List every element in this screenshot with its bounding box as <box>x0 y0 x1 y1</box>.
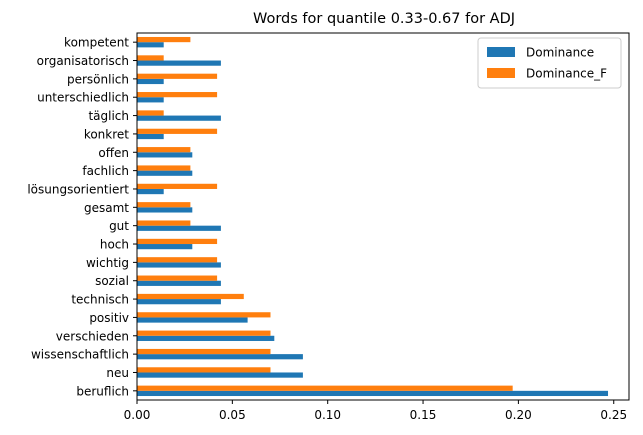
y-tick-label: unterschiedlich <box>37 91 129 105</box>
y-tick-label: konkret <box>84 127 129 141</box>
y-tick-label: persönlich <box>67 72 129 86</box>
y-tick-label: wissenschaftlich <box>31 348 129 362</box>
y-tick-label: offen <box>98 146 129 160</box>
bar-dominance-16 <box>137 97 164 103</box>
bar-dominance-1 <box>137 372 303 378</box>
bar-dominance_f-19 <box>137 36 191 43</box>
x-tick-label: 0.15 <box>410 408 437 422</box>
legend-swatch-dominance <box>487 47 515 57</box>
legend: Dominance Dominance_F <box>477 37 622 89</box>
bar-dominance_f-11 <box>137 183 218 189</box>
y-tick-label: lösungsorientiert <box>27 182 129 196</box>
bar-dominance_f-7 <box>137 257 218 263</box>
y-tick-label: kompetent <box>64 36 129 50</box>
bar-dominance_f-17 <box>137 73 218 79</box>
x-tick-label: 0.10 <box>314 408 341 422</box>
bar-dominance-18 <box>137 60 221 66</box>
x-tick-label: 0.00 <box>124 408 151 422</box>
bar-dominance_f-15 <box>137 110 164 116</box>
plot-frame <box>136 32 630 401</box>
bar-dominance_f-18 <box>137 55 164 61</box>
y-tick-label: positiv <box>89 311 129 325</box>
bar-dominance_f-13 <box>137 147 191 153</box>
bar-dominance_f-3 <box>137 330 271 336</box>
bar-dominance_f-12 <box>137 165 191 171</box>
y-tick-label: fachlich <box>82 164 129 178</box>
bar-dominance-12 <box>137 170 193 176</box>
bar-dominance_f-1 <box>137 367 271 373</box>
x-axis: 0.00 0.05 0.10 0.15 0.20 0.25 <box>124 400 627 422</box>
bar-dominance-10 <box>137 207 193 213</box>
bar-dominance_f-6 <box>137 275 218 281</box>
bar-dominance-0 <box>137 390 609 397</box>
bar-dominance_f-0 <box>137 385 513 391</box>
y-tick-label: sozial <box>95 274 129 288</box>
bar-dominance-8 <box>137 244 193 250</box>
bar-dominance-19 <box>137 42 164 48</box>
chart-title: Words for quantile 0.33-0.67 for ADJ <box>253 11 515 27</box>
bar-dominance-11 <box>137 188 164 195</box>
bar-dominance_f-8 <box>137 238 218 245</box>
bar-dominance_f-5 <box>137 293 244 300</box>
bar-dominance-17 <box>137 78 164 85</box>
bar-dominance-6 <box>137 280 221 286</box>
y-tick-label: wichtig <box>86 256 129 270</box>
legend-label-dominance_f: Dominance_F <box>526 67 607 81</box>
y-tick-label: verschieden <box>56 329 129 343</box>
y-tick-label: gut <box>109 219 129 233</box>
bars-layer <box>137 36 609 397</box>
y-tick-label: technisch <box>71 293 129 307</box>
bar-dominance_f-14 <box>137 128 218 134</box>
y-tick-label: täglich <box>88 109 129 123</box>
bar-dominance-15 <box>137 115 221 121</box>
legend-swatch-dominance_f <box>487 68 515 78</box>
bar-dominance_f-2 <box>137 348 271 355</box>
bar-dominance-14 <box>137 133 164 140</box>
bar-dominance-3 <box>137 335 275 341</box>
x-tick-label: 0.25 <box>600 408 627 422</box>
bar-dominance-9 <box>137 225 221 231</box>
x-tick-label: 0.20 <box>505 408 532 422</box>
y-tick-label: organisatorisch <box>37 54 129 68</box>
y-axis: beruflich neu wissenschaftlich verschieden p… <box>27 36 137 398</box>
y-tick-label: gesamt <box>84 201 129 215</box>
bar-dominance-4 <box>137 317 248 323</box>
bar-dominance_f-16 <box>137 92 218 98</box>
x-tick-label: 0.05 <box>219 408 246 422</box>
bar-dominance-13 <box>137 152 193 158</box>
bar-dominance_f-10 <box>137 202 191 208</box>
bar-dominance_f-4 <box>137 312 271 318</box>
bar-dominance_f-9 <box>137 220 191 226</box>
legend-label-dominance: Dominance <box>526 46 594 60</box>
y-tick-label: beruflich <box>76 384 129 398</box>
y-tick-label: hoch <box>100 238 129 252</box>
bar-dominance-7 <box>137 262 221 268</box>
bar-dominance-5 <box>137 299 221 305</box>
bar-dominance-2 <box>137 354 303 360</box>
y-tick-label: neu <box>106 366 129 380</box>
